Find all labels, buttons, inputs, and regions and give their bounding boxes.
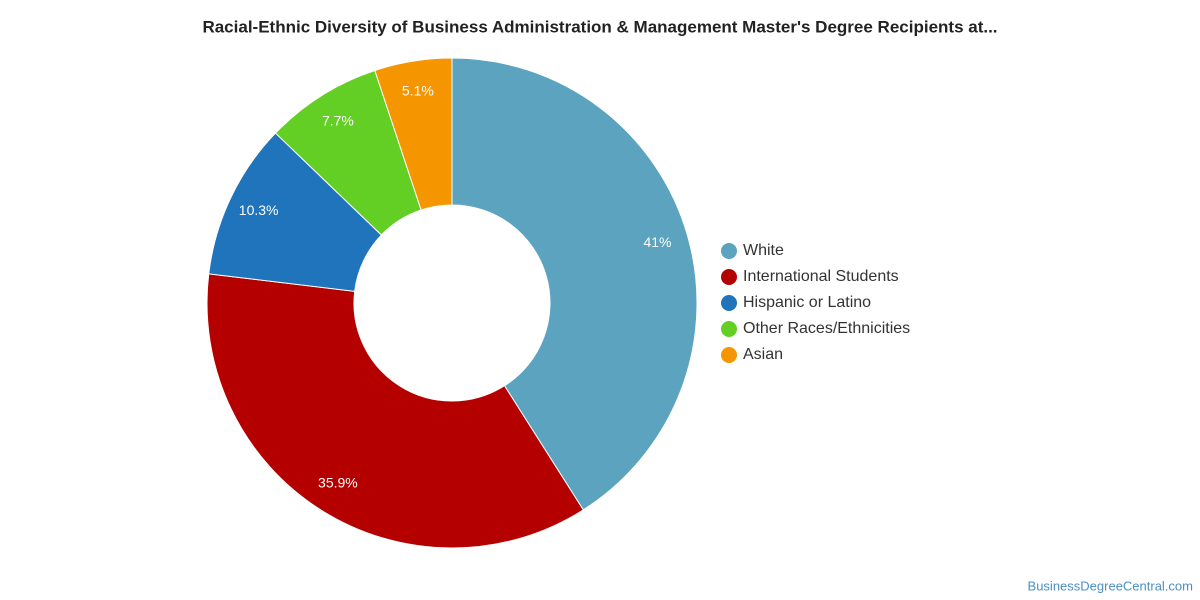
data-label: 5.1% (402, 82, 434, 98)
donut-slice (374, 57, 453, 211)
donut-slice (206, 273, 584, 549)
legend-label: Asian (743, 346, 783, 363)
legend-swatch (721, 321, 737, 337)
legend-label: Other Races/Ethnicities (743, 320, 910, 337)
donut-slice (451, 57, 698, 511)
legend-label: Hispanic or Latino (743, 294, 871, 311)
data-label: 7.7% (322, 113, 354, 129)
legend-label: White (743, 242, 784, 259)
legend-swatch (721, 269, 737, 285)
data-label: 35.9% (318, 475, 358, 491)
data-label: 10.3% (239, 202, 279, 218)
source: BusinessDegreeCentral.com (1028, 578, 1193, 593)
data-label: 41% (643, 234, 671, 250)
legend-swatch (721, 347, 737, 363)
legend-swatch (721, 295, 737, 311)
chart-title: Racial-Ethnic Diversity of Business Admi… (202, 17, 997, 36)
legend-label: International Students (743, 268, 899, 285)
legend-swatch (721, 243, 737, 259)
donut-slice (208, 132, 383, 292)
